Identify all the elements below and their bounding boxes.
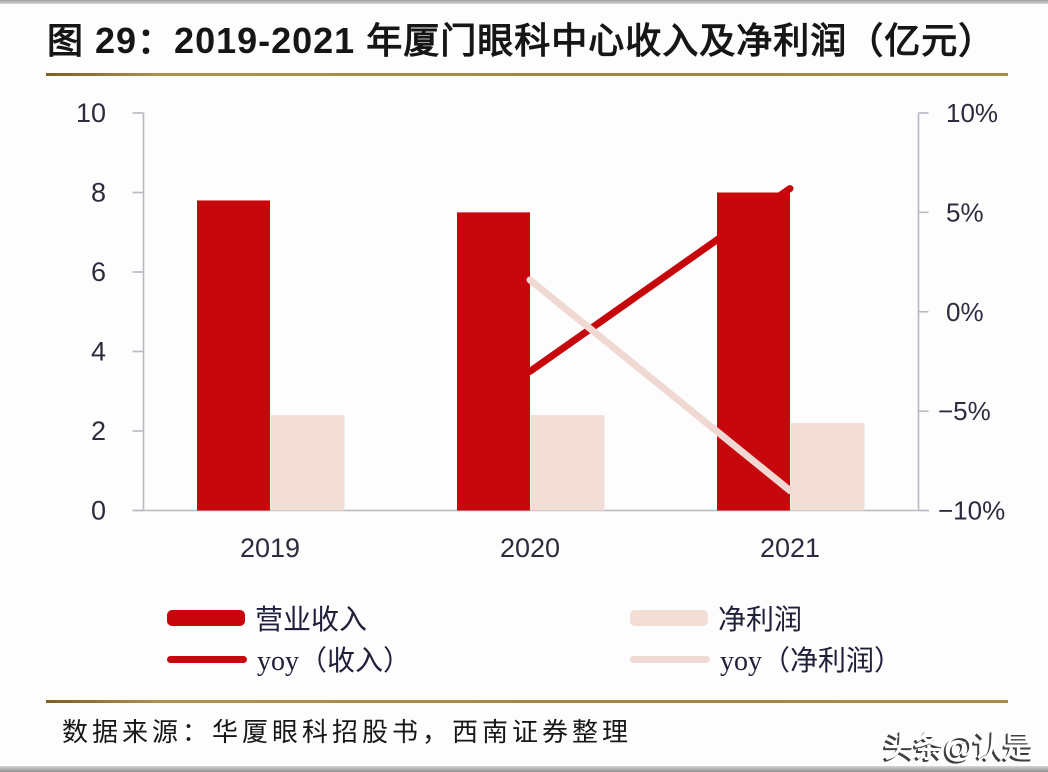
left-axis-tick-label: 6 xyxy=(91,257,106,287)
legend-item-yoy-net-profit: yoy（净利润） xyxy=(630,642,903,677)
left-axis-tick-label: 8 xyxy=(91,178,106,208)
yoy-revenue-line xyxy=(526,185,794,375)
legend-swatch-revenue-bar xyxy=(167,610,245,626)
legend-swatch-net-profit-bar xyxy=(630,610,708,626)
left-axis-tick-label: 0 xyxy=(91,496,106,526)
left-axis-tick-label: 10 xyxy=(76,98,106,128)
x-axis-label-2020: 2020 xyxy=(500,533,560,563)
data-source-note: 数据来源：华厦眼科招股书，西南证券整理 xyxy=(62,718,633,747)
net-profit-bar-2019 xyxy=(270,415,345,511)
right-axis-tick-label: −5% xyxy=(938,396,991,426)
legend-swatch-yoy-net-profit-line xyxy=(630,655,710,663)
legend-label-yoy-net-profit: yoy（净利润） xyxy=(720,646,903,677)
net-profit-bar-2020 xyxy=(530,415,605,511)
right-axis-tick-label: 10% xyxy=(946,98,998,128)
right-axis-tick-label: 0% xyxy=(946,297,984,327)
left-axis-tick-label: 2 xyxy=(91,416,106,446)
right-axis-tick-label: 5% xyxy=(946,197,984,227)
legend-item-revenue: 营业收入 xyxy=(167,601,368,636)
bottom-edge-strip xyxy=(0,766,1048,772)
legend-swatch-yoy-revenue-line xyxy=(167,655,247,663)
x-axis-label-2019: 2019 xyxy=(240,533,300,563)
left-axis-tick-label: 4 xyxy=(91,337,106,367)
legend-label-net-profit: 净利润 xyxy=(718,605,803,636)
figure-title: 图 29：2019-2021 年厦门眼科中心收入及净利润（亿元） xyxy=(47,20,996,61)
right-axis-tick-label: −10% xyxy=(938,496,1005,526)
yoy-net-profit-line xyxy=(526,276,794,495)
x-axis-label-2021: 2021 xyxy=(760,533,820,563)
legend-item-yoy-revenue: yoy（收入） xyxy=(167,642,412,677)
title-rule xyxy=(46,73,1008,76)
legend-label-yoy-revenue: yoy（收入） xyxy=(257,646,412,677)
revenue-bar-2019 xyxy=(197,200,270,511)
revenue-bar-2020 xyxy=(457,212,530,511)
net-profit-bar-2021 xyxy=(790,423,865,511)
legend-label-revenue: 营业收入 xyxy=(255,605,368,636)
source-rule xyxy=(46,700,1008,703)
legend-item-net-profit: 净利润 xyxy=(630,601,803,636)
top-edge-strip xyxy=(0,0,1048,4)
toutiao-watermark: 头条@认是 xyxy=(884,731,1034,764)
